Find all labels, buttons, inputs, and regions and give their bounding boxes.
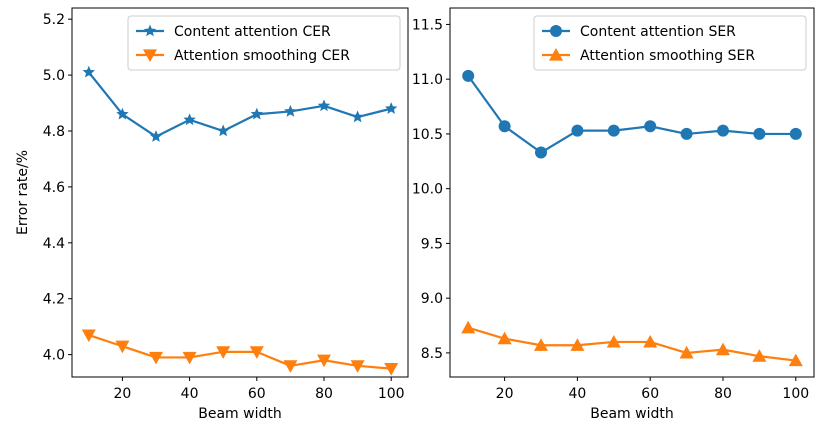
data-point <box>461 320 476 334</box>
y-tick-label: 5.0 <box>43 68 65 84</box>
data-point <box>317 354 331 368</box>
data-point <box>116 107 129 120</box>
legend-marker <box>549 48 563 61</box>
data-point <box>679 345 694 359</box>
data-point <box>644 120 657 133</box>
y-tick-label: 10.5 <box>412 127 443 143</box>
data-point <box>571 124 584 137</box>
legend-entry: Content attention SER <box>580 24 736 40</box>
axes-frame <box>71 7 409 378</box>
data-point <box>317 99 331 112</box>
data-point <box>570 338 585 351</box>
legend-box <box>533 15 807 71</box>
y-axis-label: Error rate/% <box>15 150 31 235</box>
y-tick-label: 9.5 <box>421 236 443 252</box>
legend: Content attention SER Attention smoothing… <box>533 15 807 71</box>
y-tick-label: 4.6 <box>43 180 65 196</box>
y-tick-label: 4.2 <box>43 292 65 308</box>
data-point <box>497 331 512 345</box>
legend-box <box>127 15 401 71</box>
chart-cer: 20 40 60 80 100 4.0 4.2 4.4 4.6 4.8 5.0 5.2 Beam wid… <box>15 7 409 422</box>
data-point <box>789 127 802 140</box>
data-point <box>606 334 621 348</box>
data-point <box>351 110 364 123</box>
chart-ser: 20 40 60 80 100 8.5 9.0 9.5 10.0 10.5 11.0 11.5 Beam… <box>412 7 815 422</box>
x-tick-label: 100 <box>782 386 809 402</box>
data-point <box>607 124 620 137</box>
series-line-0 <box>87 71 392 138</box>
data-point <box>182 351 197 365</box>
legend-entry: Attention smoothing SER <box>580 48 755 64</box>
y-tick-label: 11.0 <box>412 72 443 88</box>
y-tick-label: 4.4 <box>43 236 65 252</box>
data-point <box>284 104 297 117</box>
data-point <box>753 127 766 140</box>
y-tick-label: 10.0 <box>412 182 443 198</box>
y-tick-label: 11.5 <box>412 17 443 33</box>
data-point <box>498 120 511 133</box>
data-point <box>384 363 399 376</box>
x-tick-label: 20 <box>496 386 514 402</box>
x-tick-label: 20 <box>113 386 131 402</box>
x-tick-label: 40 <box>568 386 586 402</box>
data-point <box>216 346 231 359</box>
axes-frame <box>449 7 815 378</box>
legend-marker <box>550 25 562 37</box>
series-line-1 <box>467 326 796 362</box>
data-point <box>283 360 298 373</box>
y-tick-label: 9.0 <box>421 291 443 307</box>
data-point <box>249 346 264 359</box>
x-axis-label: Beam width <box>590 406 673 422</box>
x-tick-label: 80 <box>315 386 333 402</box>
data-point <box>81 329 96 343</box>
data-point <box>462 69 475 82</box>
y-tick-label: 4.0 <box>43 348 65 364</box>
data-point <box>149 130 163 142</box>
x-tick-label: 100 <box>378 386 405 402</box>
data-point <box>183 113 196 126</box>
legend-marker <box>143 24 157 37</box>
x-tick-label: 40 <box>181 386 199 402</box>
y-tick-label: 8.5 <box>421 346 443 362</box>
series-line-0 <box>467 75 796 154</box>
legend: Content attention CER Attention smoothing… <box>127 15 401 71</box>
data-point <box>752 349 767 362</box>
data-point <box>534 338 548 351</box>
data-point <box>680 127 693 140</box>
data-point <box>643 334 658 348</box>
legend-entry: Attention smoothing CER <box>174 48 350 64</box>
series-line-1 <box>88 334 392 370</box>
data-point <box>350 360 365 373</box>
data-point <box>115 340 130 354</box>
data-point <box>535 146 547 159</box>
y-tick-label: 5.2 <box>43 12 65 28</box>
x-tick-label: 60 <box>641 386 659 402</box>
x-axis-label: Beam width <box>198 406 281 422</box>
data-point <box>716 342 730 356</box>
legend-entry: Content attention CER <box>174 24 331 40</box>
y-tick-label: 4.8 <box>43 124 65 140</box>
x-tick-label: 60 <box>248 386 266 402</box>
data-point <box>717 124 729 137</box>
data-point <box>788 353 803 367</box>
x-tick-label: 80 <box>714 386 732 402</box>
data-point <box>250 107 263 120</box>
data-point <box>82 65 95 78</box>
data-point <box>149 351 163 365</box>
data-point <box>217 124 230 137</box>
legend-marker <box>143 49 157 62</box>
data-point <box>385 102 398 114</box>
